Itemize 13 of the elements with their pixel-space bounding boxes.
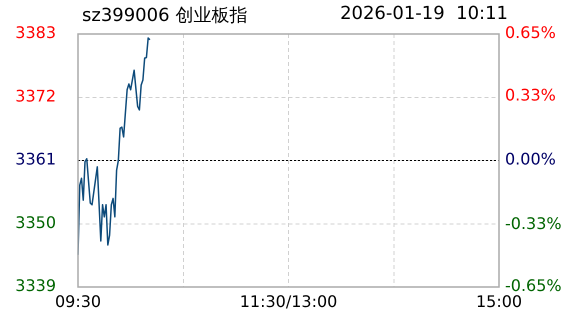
y2-tick-label: 0.65% xyxy=(505,23,556,42)
y-tick-label: 3339 xyxy=(15,276,56,296)
x-tick-label: 11:30/13:00 xyxy=(240,292,338,311)
y-tick-label: 3372 xyxy=(15,86,56,106)
y2-tick-label: 0.00% xyxy=(505,150,556,169)
chart-title: sz399006 创业板指 xyxy=(82,4,248,27)
y2-tick-label: 0.33% xyxy=(505,85,556,104)
x-tick-label: 09:30 xyxy=(54,292,102,311)
y-tick-label: 3383 xyxy=(15,23,56,42)
y2-tick-label: -0.33% xyxy=(505,214,562,233)
chart-subtitle: 2026-01-19 10:11 xyxy=(340,3,508,24)
y-tick-label: 3361 xyxy=(15,150,56,169)
y-tick-label: 3350 xyxy=(15,212,56,232)
